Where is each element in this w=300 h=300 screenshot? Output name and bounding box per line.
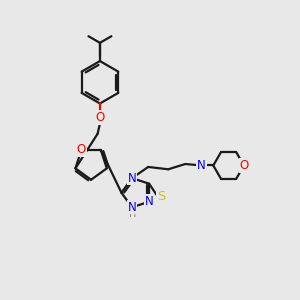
- Text: H: H: [129, 209, 136, 219]
- Text: N: N: [128, 172, 136, 184]
- Text: N: N: [145, 195, 154, 208]
- Text: S: S: [157, 190, 165, 202]
- Text: O: O: [77, 143, 86, 156]
- Text: N: N: [197, 159, 206, 172]
- Text: O: O: [95, 111, 105, 124]
- Text: N: N: [128, 201, 136, 214]
- Text: O: O: [239, 159, 248, 172]
